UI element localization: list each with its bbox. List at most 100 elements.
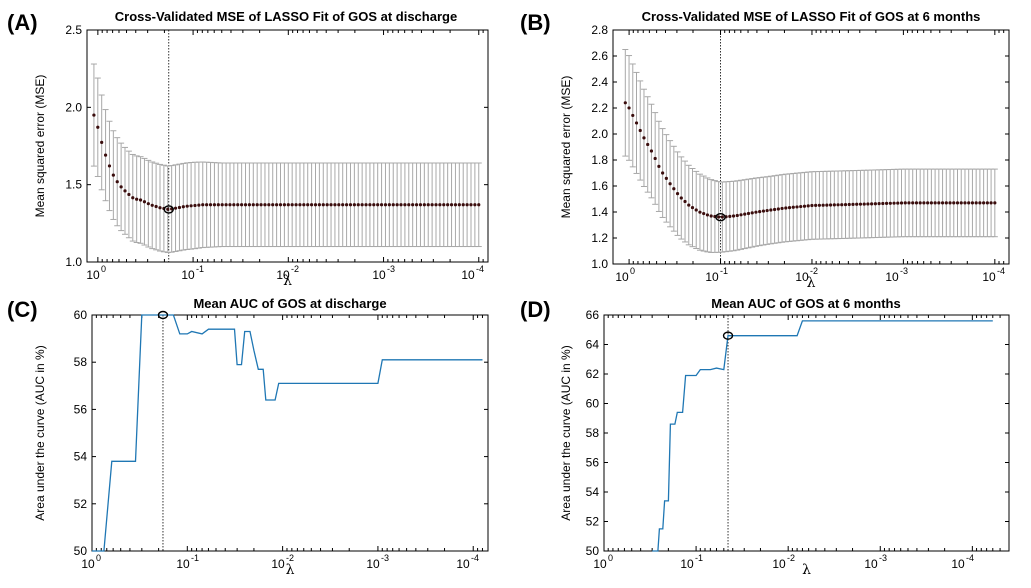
mse-point [430,203,434,207]
mse-point [982,201,986,205]
y-tick-label: 2.2 [591,101,608,115]
mse-point [795,205,799,209]
mse-point [465,203,469,207]
mse-point [687,203,691,207]
mse-points [92,113,481,211]
mse-point [817,203,821,207]
mse-point [228,203,232,207]
mse-point [970,201,975,205]
mse-point [142,200,147,204]
mse-point [158,206,162,210]
y-tick-label: 1.5 [65,178,82,192]
mse-point [150,203,154,207]
mse-point [735,213,739,218]
mse-point [278,203,283,207]
mse-point [929,201,933,205]
mse-point [840,203,844,207]
mse-point [888,201,892,205]
mse-point [989,201,993,205]
mse-point [858,202,863,206]
mse-point [119,185,123,189]
mse-point [758,210,762,214]
mse-point [341,203,345,207]
mse-point [776,207,780,211]
y-tick-label: 56 [586,456,600,470]
mse-point [731,214,736,218]
mse-point [814,203,818,207]
mse-point [449,203,454,207]
mse-point [683,199,687,204]
x-tick-exponent: -4 [997,266,1005,276]
mse-point [391,203,395,207]
mse-point [154,204,158,209]
selected-point-marker [163,205,174,214]
mse-point [173,206,178,210]
mse-point [453,203,458,207]
mse-point [418,203,423,207]
mse-point [746,211,751,216]
auc-line [652,320,993,552]
mse-point [918,201,922,205]
y-axis-label: Area under the curve (AUC in %) [559,345,573,520]
mse-point [690,205,695,210]
mse-point [773,207,777,212]
mse-point [944,201,948,205]
mse-point [127,192,131,197]
y-tick-label: 58 [586,426,600,440]
selected-point-marker [722,331,734,340]
mse-point [146,202,150,206]
mse-point [661,171,665,175]
mse-point [329,203,333,207]
mse-point [810,203,814,208]
x-tick-label: 10 [795,270,809,284]
x-tick-label: 10 [593,557,607,571]
y-tick-label: 1.4 [591,205,608,219]
mse-point [974,201,978,205]
mse-point [694,208,698,212]
mse-point [317,203,321,207]
mse-point [933,201,937,205]
mse-point [754,210,758,214]
mse-point [743,212,747,216]
axes-box [603,314,1010,552]
mse-point [899,201,904,205]
x-tick-exponent: -2 [787,553,795,563]
mse-point [275,203,279,207]
mse-point [111,173,115,177]
y-tick-label: 1.8 [591,153,608,167]
mse-point [709,214,713,218]
y-tick-label: 54 [74,450,88,464]
mse-point [646,142,650,147]
mse-point [461,203,465,207]
y-axis-label: Mean squared error (MSE) [559,76,573,219]
x-tick-label: 10 [181,268,195,282]
mse-point [672,187,676,191]
mse-point [434,203,438,207]
x-tick-exponent: 0 [608,553,613,563]
mse-point [907,201,911,205]
mse-point [240,203,244,207]
x-tick-exponent: -3 [387,264,395,274]
mse-point [333,203,337,207]
mse-point [668,182,672,186]
mse-point [395,203,399,207]
mse-point [784,206,788,210]
mse-point [967,201,971,205]
mse-point [623,101,627,105]
mse-point [903,201,907,205]
y-tick-label: 62 [586,367,600,381]
mse-point [627,106,631,110]
mse-point [948,201,952,205]
mse-point [100,140,104,145]
mse-point [642,136,646,140]
mse-point [298,203,302,207]
mse-point [337,203,341,207]
x-tick-exponent: -3 [381,553,389,563]
mse-point [847,202,851,207]
mse-point [750,211,754,215]
axes-box [612,29,1010,265]
mse-point [787,206,792,210]
mse-point [348,203,353,207]
mse-point [765,208,769,213]
panel-title: Mean AUC of GOS at 6 months [711,296,900,311]
